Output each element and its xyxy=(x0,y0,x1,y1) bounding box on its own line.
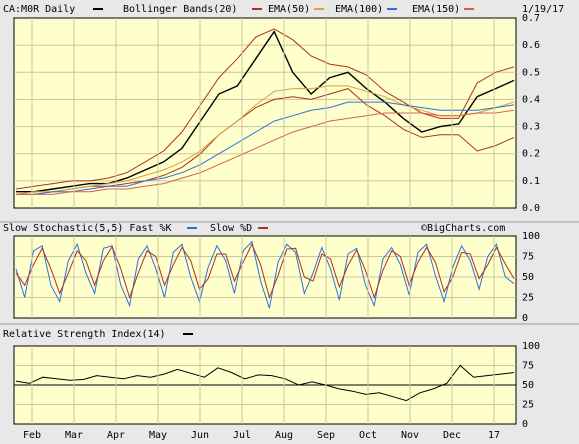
x-tick-label: Nov xyxy=(401,430,419,441)
ema150-label: EMA(150) xyxy=(412,4,460,15)
ema50-label: EMA(50) xyxy=(268,4,310,15)
symbol-label: CA:M0R Daily xyxy=(3,4,75,15)
y-tick-label: 75 xyxy=(522,361,534,372)
y-tick-label: 0.4 xyxy=(522,94,540,105)
price-legend-swatch xyxy=(93,8,103,10)
x-tick-label: Feb xyxy=(23,430,41,441)
x-tick-label: 17 xyxy=(488,430,500,441)
y-tick-label: 0.3 xyxy=(522,122,540,133)
y-tick-label: 0.1 xyxy=(522,176,540,187)
price-plot-area xyxy=(13,17,517,209)
y-tick-label: 100 xyxy=(522,231,540,242)
x-tick-label: Jul xyxy=(233,430,251,441)
watermark: ©BigCharts.com xyxy=(421,223,505,234)
y-tick-label: 0.0 xyxy=(522,203,540,214)
stoch-y-axis: 0 25 50 75 100 xyxy=(522,231,540,324)
x-tick-label: Apr xyxy=(107,430,125,441)
y-tick-label: 25 xyxy=(522,293,534,304)
x-tick-label: Dec xyxy=(443,430,461,441)
y-tick-label: 50 xyxy=(522,380,534,391)
stoch-series-group xyxy=(15,240,515,309)
stoch-slow-swatch xyxy=(258,227,268,229)
price-line xyxy=(16,30,515,193)
y-tick-label: 75 xyxy=(522,252,534,263)
x-tick-label: May xyxy=(149,430,167,441)
ema50-legend-swatch xyxy=(314,8,324,10)
stoch-label: Slow Stochastic(5,5) Fast %K xyxy=(3,223,172,234)
ema150-line xyxy=(16,109,515,195)
y-tick-label: 0 xyxy=(522,313,528,324)
stoch-slow-label: Slow %D xyxy=(210,223,252,234)
y-tick-label: 25 xyxy=(522,400,534,411)
x-tick-label: Jun xyxy=(191,430,209,441)
bollinger-legend-swatch xyxy=(252,8,262,10)
ema150-legend-swatch xyxy=(464,8,474,10)
date-label: 1/19/17 xyxy=(522,4,564,15)
stoch-slow-line xyxy=(15,242,515,300)
price-y-axis: 0.0 0.1 0.2 0.3 0.4 0.5 0.6 0.7 xyxy=(522,13,540,214)
x-tick-label: Sep xyxy=(317,430,335,441)
x-axis: Feb Mar Apr May Jun Jul Aug Sep Oct Nov Dec 17 xyxy=(23,18,500,441)
x-tick-label: Aug xyxy=(275,430,293,441)
rsi-line xyxy=(15,364,515,402)
rsi-series-group xyxy=(14,364,516,402)
bollinger-label: Bollinger Bands(20) xyxy=(123,4,237,15)
price-series-group xyxy=(15,28,515,195)
y-tick-label: 100 xyxy=(522,341,540,352)
y-tick-label: 0.5 xyxy=(522,67,540,78)
rsi-label: Relative Strength Index(14) xyxy=(3,329,166,340)
bollinger-lower-line xyxy=(16,88,515,195)
y-tick-label: 50 xyxy=(522,272,534,283)
bollinger-upper-line xyxy=(15,28,515,190)
ema100-label: EMA(100) xyxy=(335,4,383,15)
y-tick-label: 0 xyxy=(522,419,528,430)
x-tick-label: Oct xyxy=(359,430,377,441)
stoch-fast-line xyxy=(15,240,515,309)
y-tick-label: 0.6 xyxy=(522,40,540,51)
ema100-legend-swatch xyxy=(387,8,397,10)
rsi-legend-swatch xyxy=(183,333,193,335)
y-tick-label: 0.2 xyxy=(522,149,540,160)
x-tick-label: Mar xyxy=(65,430,83,441)
y-tick-label: 0.7 xyxy=(522,13,540,24)
rsi-y-axis: 0 25 50 75 100 xyxy=(522,341,540,430)
ema50-line xyxy=(15,85,515,195)
ema100-line xyxy=(16,101,515,195)
stoch-fast-swatch xyxy=(187,227,197,229)
